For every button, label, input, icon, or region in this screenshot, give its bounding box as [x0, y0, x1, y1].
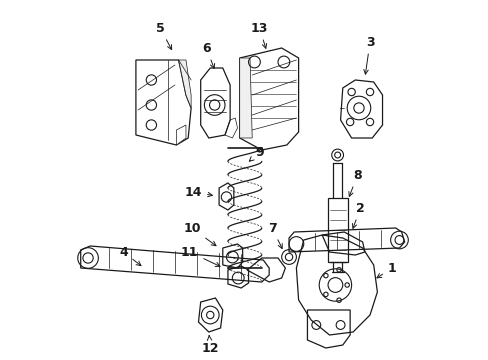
Text: 7: 7 — [267, 221, 282, 248]
Text: 9: 9 — [249, 145, 264, 161]
Text: 11: 11 — [181, 246, 220, 266]
Polygon shape — [178, 60, 191, 108]
Text: 13: 13 — [250, 22, 268, 48]
Text: 4: 4 — [119, 246, 141, 266]
Text: 12: 12 — [201, 336, 219, 355]
Text: 2: 2 — [352, 202, 364, 228]
Text: 3: 3 — [363, 36, 374, 74]
Polygon shape — [239, 58, 252, 138]
Polygon shape — [176, 125, 185, 145]
Text: 14: 14 — [184, 185, 212, 198]
Text: 8: 8 — [348, 168, 361, 197]
Text: 1: 1 — [376, 261, 396, 278]
Text: 10: 10 — [183, 221, 216, 246]
Text: 6: 6 — [202, 41, 214, 68]
Circle shape — [83, 253, 93, 263]
Text: 5: 5 — [156, 22, 171, 50]
